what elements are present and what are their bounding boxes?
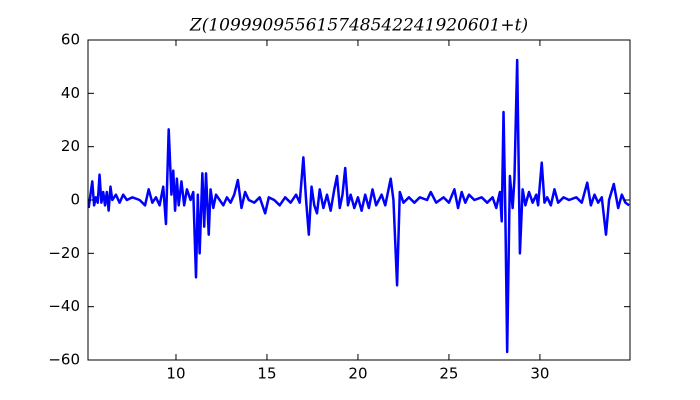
y-tick-label: 0 (70, 191, 80, 209)
y-tick-label: −60 (48, 351, 80, 369)
x-tick-label: 30 (530, 365, 549, 383)
chart-title: Z(109990955615748542241920601+t) (189, 16, 528, 36)
x-tick-label: 10 (166, 365, 185, 383)
y-tick-label: 20 (61, 137, 80, 155)
y-tick-label: −20 (48, 244, 80, 262)
y-tick-label: 60 (61, 31, 80, 49)
x-tick-label: 20 (348, 365, 367, 383)
x-tick-label: 15 (257, 365, 276, 383)
y-tick-label: 40 (61, 84, 80, 102)
x-tick-label: 25 (439, 365, 458, 383)
y-tick-label: −40 (48, 297, 80, 315)
data-line (88, 58, 630, 354)
plot-frame (87, 39, 631, 361)
